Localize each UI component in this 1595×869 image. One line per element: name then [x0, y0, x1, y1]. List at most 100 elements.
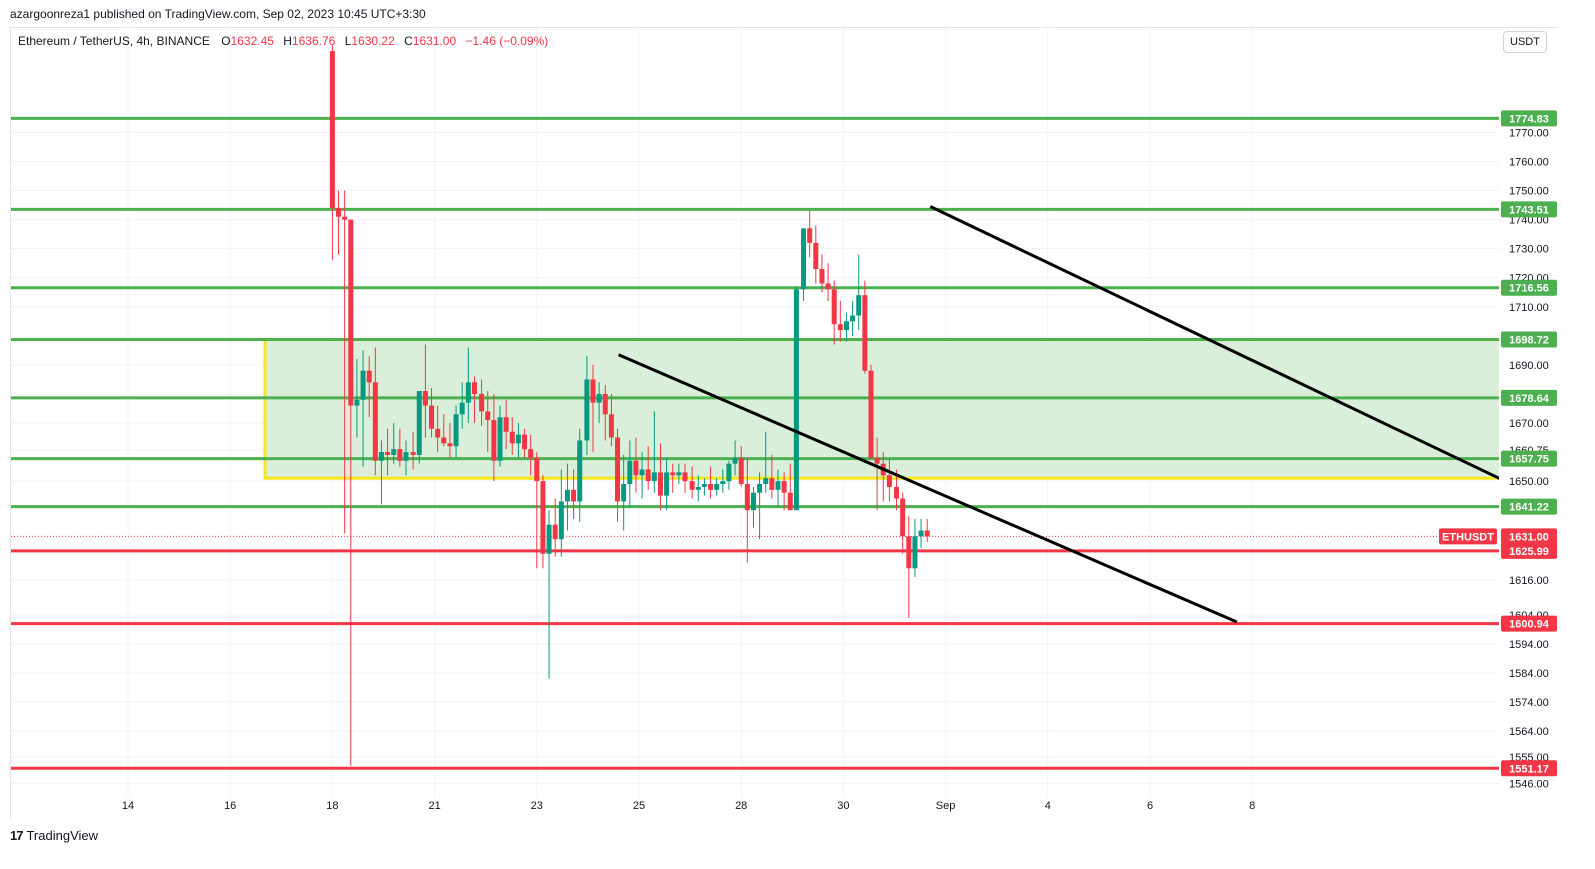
- candle-body: [843, 321, 849, 331]
- candle-body: [633, 460, 639, 476]
- candle-body: [608, 414, 614, 438]
- y-tick-label: 1616.00: [1509, 575, 1549, 587]
- candle-body: [503, 417, 509, 432]
- x-tick-label: 14: [122, 800, 134, 812]
- candle-body: [657, 472, 663, 496]
- publish-info: azargoonreza1 published on TradingView.c…: [10, 7, 426, 21]
- level-price-label: 1641.22: [1509, 502, 1549, 514]
- brand-name: TradingView: [26, 828, 99, 843]
- currency-button[interactable]: USDT: [1503, 31, 1547, 53]
- candle-body: [676, 472, 682, 476]
- candle-body: [670, 472, 676, 476]
- candle-body: [546, 524, 552, 554]
- level-price-label: 1716.56: [1509, 283, 1549, 295]
- low-value: 1630.22: [351, 34, 395, 48]
- y-tick-label: 1710.00: [1509, 302, 1549, 314]
- level-price-tag: [1501, 110, 1557, 127]
- x-tick-label: 23: [531, 800, 543, 812]
- candle-body: [459, 402, 465, 415]
- candle-body: [750, 492, 756, 511]
- trendline: [929, 205, 1555, 506]
- y-tick-label: 1574.00: [1509, 697, 1549, 709]
- candle-body: [615, 437, 621, 502]
- candle-body: [360, 370, 366, 400]
- horizontal-levels: [11, 116, 1499, 770]
- candle-body: [837, 324, 843, 331]
- symbol-tag-label: ETHUSDT: [1442, 531, 1494, 543]
- candle-body: [664, 472, 670, 496]
- level-price-tag: [1501, 615, 1557, 632]
- candle-body: [378, 452, 384, 461]
- level-price-tag: [1501, 389, 1557, 406]
- candle-body: [763, 478, 769, 485]
- candle-body: [906, 536, 912, 569]
- level-price-tag: [1501, 201, 1557, 218]
- y-tick-label: 1650.00: [1509, 476, 1549, 488]
- candle-body: [422, 391, 428, 406]
- candle-body: [509, 431, 515, 444]
- candle-body: [744, 484, 750, 511]
- candle-body: [701, 484, 707, 487]
- trendlines: [617, 205, 1555, 624]
- candle-body: [534, 457, 540, 482]
- candle-body: [552, 524, 558, 540]
- candles: [329, 45, 930, 766]
- tradingview-footer[interactable]: 17 TradingView: [10, 828, 98, 843]
- candle-body: [564, 489, 570, 502]
- candle-body: [416, 391, 422, 455]
- level-price-tag: [1501, 331, 1557, 348]
- x-tick-label: 18: [326, 800, 338, 812]
- candle-body: [540, 481, 546, 554]
- price-axis-bg: [1499, 28, 1559, 820]
- close-label: C: [404, 34, 413, 48]
- price-axis: 1546.001555.001564.001574.001584.001594.…: [1499, 28, 1559, 820]
- candle-body: [354, 399, 360, 406]
- level-price-tag: [1501, 760, 1557, 777]
- candle-body: [391, 449, 397, 455]
- candle-body: [435, 428, 441, 438]
- candle-body: [714, 484, 720, 490]
- x-tick-label: Sep: [936, 800, 956, 812]
- candle-body: [329, 51, 335, 208]
- y-tick-label: 1564.00: [1509, 726, 1549, 738]
- candle-body: [385, 452, 391, 455]
- candle-body: [558, 501, 564, 540]
- y-tick-label: 1690.00: [1509, 360, 1549, 372]
- candle-body: [410, 452, 416, 455]
- x-tick-label: 28: [735, 800, 747, 812]
- y-tick-label: 1770.00: [1509, 127, 1549, 139]
- low-label: L: [344, 34, 352, 48]
- candle-body: [918, 530, 924, 537]
- candle-body: [627, 460, 633, 485]
- candle-body: [602, 393, 608, 415]
- x-tick-label: 6: [1147, 800, 1153, 812]
- close-value: 1631.00: [412, 34, 457, 48]
- candle-body: [831, 289, 837, 325]
- candle-body: [621, 484, 627, 502]
- candle-body: [403, 452, 409, 461]
- candle-body: [366, 370, 372, 383]
- candle-body: [738, 457, 744, 485]
- candle-body: [397, 449, 403, 461]
- candle-body: [732, 457, 738, 464]
- candle-body: [479, 393, 485, 412]
- level-price-label: 1698.72: [1509, 335, 1549, 347]
- candle-body: [862, 295, 868, 371]
- level-price-label: 1657.75: [1509, 454, 1549, 466]
- level-price-label: 1600.94: [1509, 619, 1550, 631]
- candle-body: [471, 382, 477, 394]
- price-tags: 1774.83 1743.51 1716.56 1698.72 1678.64 1657.…: [1439, 110, 1557, 777]
- level-price-tag: [1501, 279, 1557, 296]
- chart-frame[interactable]: 1546.00 1555.00 1564.00 1574.00 1584.00 1594.…: [10, 27, 1559, 820]
- level-price-tag: [1501, 498, 1557, 515]
- level-price-tag: [1501, 542, 1557, 559]
- price-chart[interactable]: 1546.001555.001564.001574.001584.001594.…: [11, 28, 1559, 820]
- y-tick-label: 1740.00: [1509, 215, 1549, 227]
- x-tick-label: 21: [428, 800, 440, 812]
- candle-body: [874, 457, 880, 464]
- candle-body: [441, 437, 447, 444]
- candle-body: [645, 469, 651, 482]
- candle-body: [522, 434, 528, 450]
- candle-body: [781, 481, 787, 493]
- y-tick-label: 1750.00: [1509, 186, 1549, 198]
